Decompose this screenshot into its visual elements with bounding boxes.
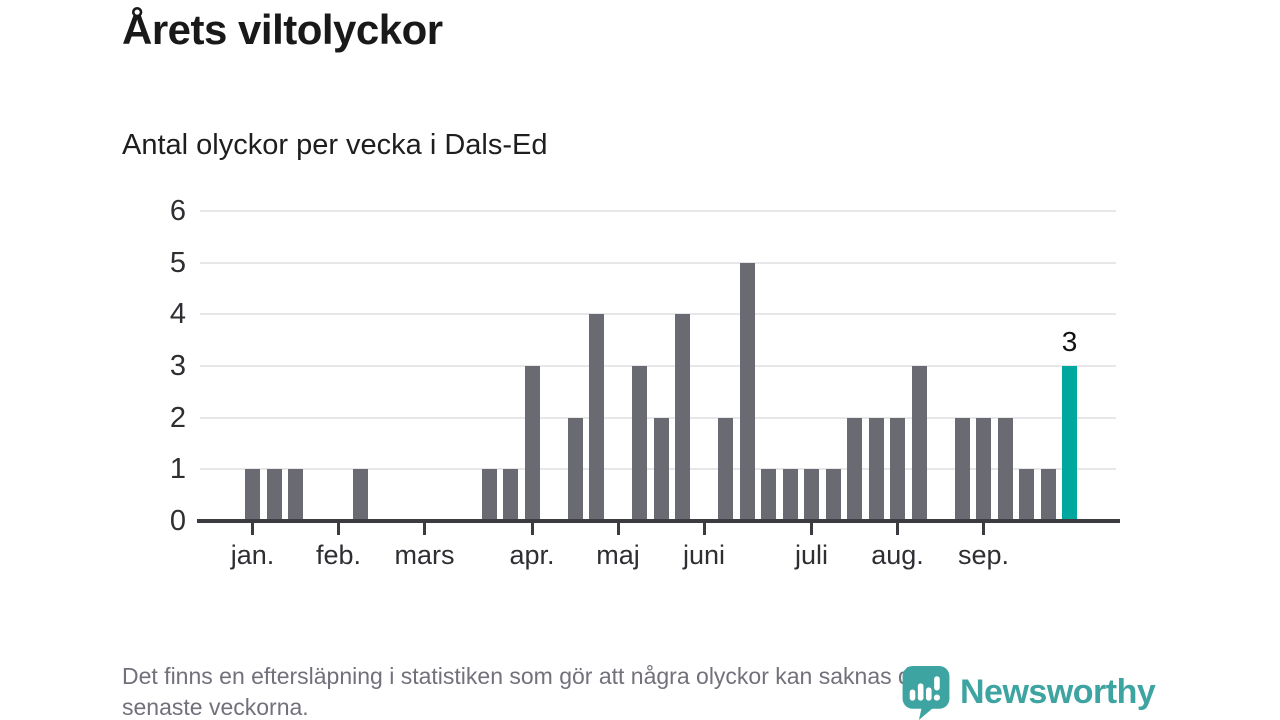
bar [503,469,518,521]
bar [911,365,927,521]
bar-value-label: 3 [1061,325,1078,357]
y-axis-label: 0 [169,505,186,537]
x-axis-tick [896,523,899,535]
bar [847,417,862,521]
grid-line [200,261,1116,264]
x-month-label: mars [394,540,455,570]
y-axis-label: 1 [169,453,186,486]
x-axis-tick [982,523,985,535]
newsworthy-logo: Newsworthy [901,665,1156,720]
x-month-label: feb. [315,540,362,570]
y-axis-label: 2 [169,401,186,434]
chart-subtitle: Antal olyckor per vecka i Dals-Ed [122,129,548,161]
bar [567,417,583,521]
x-axis-tick [337,523,340,535]
bar [481,469,497,521]
x-axis-tick [530,523,534,535]
grid-line [200,364,1116,367]
bar [825,469,841,521]
newsworthy-chart-bubble-icon [902,666,950,720]
bar [352,469,368,521]
x-axis-tick [251,523,254,535]
footnote-line: senaste veckorna. [122,694,309,720]
bar [890,417,905,521]
x-month-label: juli [794,540,828,570]
bar [976,417,991,521]
x-month-label: sep. [957,540,1010,570]
footnote: Det finns en eftersläpning i statistiken… [122,661,1182,720]
highlight-bar [1062,365,1077,521]
footnote-line: Det finns en eftersläpning i statistiken… [122,663,924,689]
y-axis-label: 5 [169,246,186,279]
x-month-label: juni [682,540,726,570]
x-axis-line [197,519,1120,523]
x-axis-tick [702,523,706,535]
x-month-label: jan. [230,540,275,570]
x-axis-tick [810,523,813,535]
bar [288,469,303,521]
bar [868,417,884,521]
bar [653,417,669,521]
bar [997,417,1013,521]
bar [804,469,819,521]
bar [524,365,540,521]
grid-line [200,209,1116,212]
bar [954,417,970,521]
bar [761,469,776,521]
bar [1019,469,1034,521]
y-axis-label: 3 [169,349,186,382]
bar [782,469,798,521]
bar [718,417,733,521]
bar [1040,469,1056,521]
bar [675,314,690,521]
y-axis-label: 6 [169,194,186,227]
bar [589,314,604,521]
bar [632,365,647,521]
x-month-label: maj [596,540,640,570]
newsworthy-logo-text: Newsworthy [960,673,1156,711]
x-axis-tick [423,523,426,535]
x-month-label: apr. [509,540,555,570]
grid-line [200,313,1116,316]
bar [739,262,755,521]
y-axis-label: 4 [169,298,186,331]
x-axis-tick [616,523,620,535]
page-title: Årets viltolyckor [122,6,443,53]
bar [245,469,260,521]
bar [266,469,282,521]
x-month-label: aug. [871,540,924,570]
